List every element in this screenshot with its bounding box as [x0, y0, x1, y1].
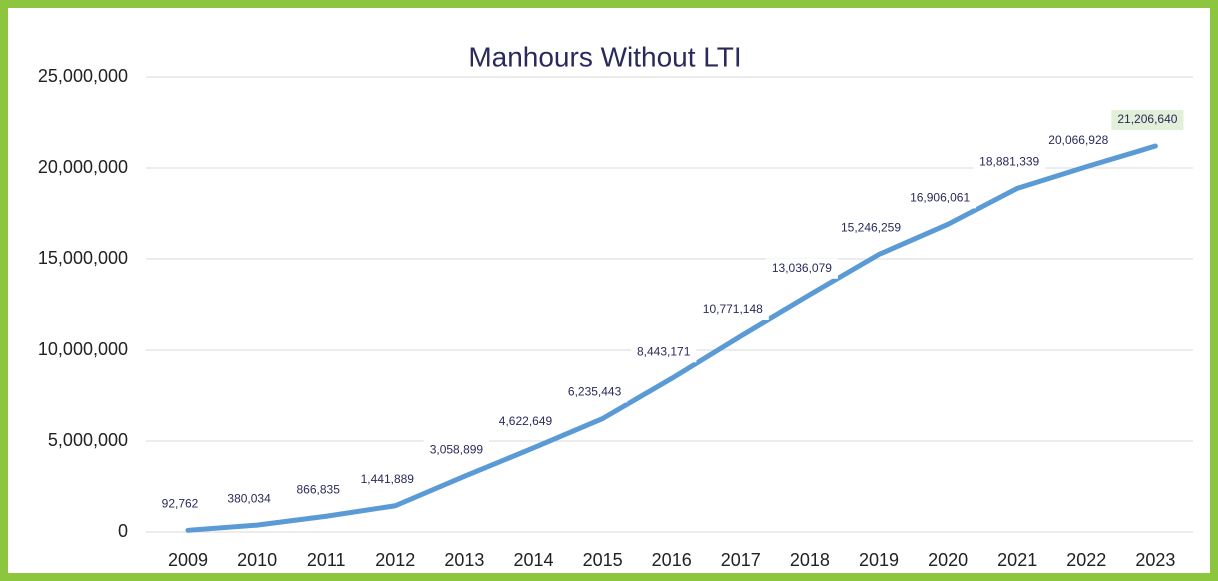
x-tick-label: 2023: [1135, 550, 1175, 570]
data-label: 380,034: [227, 491, 271, 505]
data-label: 92,762: [162, 496, 199, 510]
data-label: 21,206,640: [1117, 112, 1177, 126]
data-label-bg: [696, 299, 769, 320]
x-tick-label: 2015: [583, 550, 623, 570]
data-label: 8,443,171: [637, 345, 691, 359]
data-label: 13,036,079: [772, 261, 832, 275]
data-label-bg: [765, 258, 838, 279]
y-tick-label: 0: [118, 521, 128, 541]
data-label-bg: [973, 152, 1046, 173]
data-label-bg: [904, 188, 977, 209]
data-label-bg: [290, 480, 346, 501]
data-label: 1,441,889: [361, 472, 415, 486]
data-label: 6,235,443: [568, 385, 622, 399]
x-tick-label: 2022: [1066, 550, 1106, 570]
data-label-bg: [834, 218, 908, 239]
x-tick-label: 2017: [721, 550, 761, 570]
data-label-bg: [354, 469, 420, 490]
x-tick-label: 2012: [375, 550, 415, 570]
chart-title: Manhours Without LTI: [468, 41, 741, 72]
x-tick-label: 2014: [513, 550, 553, 570]
x-tick-label: 2011: [307, 550, 346, 570]
y-tick-label: 15,000,000: [38, 248, 128, 268]
data-label: 4,622,649: [499, 414, 553, 428]
x-tick-label: 2016: [652, 550, 692, 570]
data-label-bg: [155, 494, 205, 515]
x-tick-label: 2018: [790, 550, 830, 570]
data-label: 10,771,148: [703, 302, 763, 316]
x-tick-label: 2009: [168, 550, 208, 570]
y-tick-label: 25,000,000: [38, 66, 128, 86]
y-tick-label: 10,000,000: [38, 339, 128, 359]
data-label-bg: [423, 440, 490, 461]
data-label: 3,058,899: [430, 442, 484, 456]
data-label: 16,906,061: [910, 190, 970, 204]
data-label-bg: [221, 489, 277, 510]
data-label: 15,246,259: [841, 221, 901, 235]
y-tick-label: 20,000,000: [38, 157, 128, 177]
data-label-bg: [1042, 130, 1115, 151]
data-label-bg: [561, 382, 628, 403]
x-tick-label: 2021: [997, 550, 1037, 570]
x-tick-label: 2010: [237, 550, 277, 570]
data-label: 18,881,339: [979, 155, 1039, 169]
x-tick-label: 2019: [859, 550, 899, 570]
y-tick-label: 5,000,000: [48, 430, 128, 450]
data-label-bg: [492, 411, 559, 432]
x-tick-label: 2013: [444, 550, 484, 570]
data-label: 866,835: [297, 482, 341, 496]
data-label: 20,066,928: [1048, 133, 1108, 147]
data-line: [185, 143, 1158, 533]
x-tick-label: 2020: [928, 550, 968, 570]
data-label-bg: [631, 342, 697, 363]
data-label-bg: [1111, 110, 1184, 131]
